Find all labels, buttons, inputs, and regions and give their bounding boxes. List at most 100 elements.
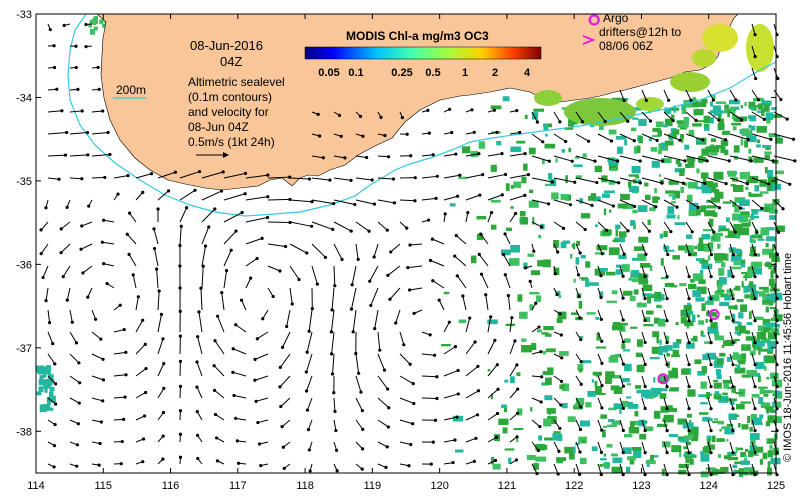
chlorophyll-patch (750, 246, 756, 255)
velocity-arrow (641, 243, 647, 255)
velocity-arrow-head (249, 276, 253, 280)
chlorophyll-patch (732, 184, 744, 192)
velocity-arrow-head (136, 295, 140, 299)
chlorophyll-patch (615, 135, 627, 140)
velocity-arrow (245, 196, 268, 201)
chlorophyll-patch (680, 136, 684, 143)
velocity-arrow-head (354, 351, 358, 356)
velocity-arrow (641, 419, 646, 431)
chlorophyll-patch (741, 207, 745, 210)
chlorophyll-patch (718, 229, 721, 232)
chlorophyll-patch (582, 153, 587, 158)
velocity-arrow-head (599, 274, 603, 278)
velocity-arrow-head (456, 392, 460, 396)
velocity-arrow-head (108, 152, 112, 157)
velocity-arrow-head (745, 182, 749, 186)
axis-ticks: 114 115 116 117 118 119 120 121 122 123 124 125-33-… (16, 9, 785, 492)
velocity-arrow-head (62, 23, 66, 28)
velocity-arrow-head (260, 236, 264, 240)
chlorophyll-patch (706, 199, 711, 203)
velocity-arrow-head (259, 464, 263, 468)
chlorophyll-patch (604, 190, 615, 194)
velocity-arrow (531, 375, 542, 378)
chlorophyll-patch (647, 219, 651, 226)
chlorophyll-patch (708, 145, 720, 153)
velocity-arrow-head (234, 229, 238, 233)
chlorophyll-patch (510, 206, 514, 209)
velocity-arrow-head (515, 109, 519, 113)
velocity-arrow (465, 366, 479, 377)
velocity-arrow (707, 353, 712, 365)
chlorophyll-patch (770, 271, 774, 279)
velocity-arrow-head (455, 415, 459, 419)
chlorophyll-patch (92, 18, 99, 24)
velocity-arrow-head (278, 365, 282, 369)
velocity-arrow (102, 241, 115, 245)
chlorophyll-patch (660, 406, 669, 413)
velocity-arrow-head (127, 252, 131, 256)
chlorophyll-patch (750, 439, 756, 445)
chlorophyll-patch (663, 230, 668, 238)
chlorophyll-patch (733, 115, 738, 122)
velocity-arrow-head (412, 311, 416, 315)
velocity-arrow-head (431, 153, 435, 157)
chlorophyll-patch (533, 463, 539, 470)
velocity-arrow-head (753, 473, 757, 477)
velocity-arrow (751, 243, 756, 255)
chlorophyll-patch (740, 105, 744, 109)
chlorophyll-patch (724, 455, 731, 460)
velocity-arrow (751, 353, 756, 365)
velocity-arrow-head (683, 159, 687, 163)
velocity-arrow (69, 177, 82, 180)
velocity-arrow-head (717, 206, 721, 210)
velocity-arrow-head (496, 387, 500, 391)
velocity-arrow-head (76, 422, 80, 426)
chlorophyll-patch (504, 379, 509, 383)
chlorophyll-patch (759, 459, 763, 465)
velocity-arrow-head (101, 357, 105, 361)
velocity-arrow (47, 397, 56, 405)
chlorophyll-patch (702, 354, 709, 361)
velocity-arrow (663, 111, 674, 122)
velocity-arrow-head (466, 211, 470, 215)
velocity-arrow (773, 155, 795, 162)
chlorophyll-patch (612, 322, 621, 327)
chlorophyll-patch (767, 349, 774, 354)
chlorophyll-patch (714, 332, 720, 337)
chlorophyll-patch (749, 235, 753, 243)
velocity-arrow (751, 111, 765, 120)
chlorophyll-patch (694, 359, 702, 365)
chlorophyll-patch (721, 262, 726, 268)
chlorophyll-patch (700, 330, 704, 337)
velocity-arrow-head (159, 312, 164, 316)
chlorophyll-patch (545, 133, 548, 137)
chlorophyll-patch (579, 277, 589, 280)
chlorophyll-patch (724, 130, 730, 135)
chlorophyll-patch (765, 390, 777, 393)
velocity-arrow-head (178, 286, 182, 290)
chlorophyll-patch (579, 198, 583, 204)
chlorophyll-patch (706, 205, 717, 209)
chlorophyll-patch (718, 118, 725, 126)
velocity-arrow-head (265, 215, 270, 220)
chlorophyll-patch (774, 416, 782, 424)
chlorophyll-patch (628, 277, 632, 281)
chlorophyll-patch (749, 350, 756, 356)
chlorophyll-patch (678, 469, 687, 475)
velocity-arrow (69, 154, 88, 157)
chlorophyll-patch (754, 267, 763, 275)
chlorophyll-patch (683, 311, 694, 315)
colorbar-tick-label: 0.25 (391, 67, 412, 79)
chlorophyll-patch (615, 353, 621, 358)
velocity-arrow-head (144, 366, 148, 371)
chlorophyll-patch (751, 261, 763, 268)
chlorophyll-patch (701, 366, 707, 374)
chlorophyll-patch (765, 237, 777, 242)
velocity-arrow-head (316, 112, 320, 116)
chlorophyll-patch (710, 138, 716, 142)
velocity-arrow-head (213, 412, 218, 417)
velocity-arrow-head (617, 181, 621, 185)
velocity-arrow-head (53, 423, 57, 427)
credit-text: © IMOS 18-Jun-2016 11:45:56 Hobart time (782, 253, 794, 462)
chlorophyll-patch (713, 109, 722, 116)
